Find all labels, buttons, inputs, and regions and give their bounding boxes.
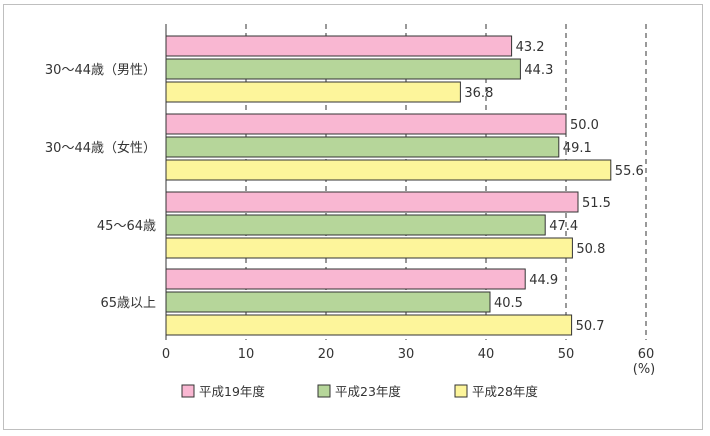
x-axis-ticks: 0 10 20 30 40 50 60 bbox=[162, 347, 654, 362]
bar-2-2 bbox=[165, 136, 560, 158]
x-tick-label-20: 20 bbox=[318, 347, 335, 362]
legend: 平成19年度 平成23年度 平成28年度 bbox=[181, 384, 538, 399]
bar-4-1 bbox=[165, 268, 526, 290]
bar-2-3 bbox=[165, 159, 612, 181]
legend-label-3: 平成28年度 bbox=[472, 384, 538, 399]
data-label-3-2: 47.4 bbox=[549, 219, 578, 234]
bar-1-1 bbox=[165, 35, 513, 57]
bars-layer: 43.2 44.3 36.8 50.0 49.1 55.6 51.5 47.4 50.8 44.9… bbox=[165, 35, 644, 336]
category-label-4: 65歳以上 bbox=[100, 296, 156, 311]
x-tick-label-60: 60 bbox=[638, 347, 655, 362]
bar-3-2 bbox=[165, 214, 546, 236]
bar-2-1 bbox=[165, 113, 567, 135]
data-label-2-2: 49.1 bbox=[563, 141, 592, 156]
legend-swatch-3 bbox=[454, 384, 468, 398]
data-label-3-1: 51.5 bbox=[582, 196, 611, 211]
chart-frame bbox=[3, 4, 703, 430]
x-tick-label-40: 40 bbox=[478, 347, 495, 362]
y-axis: 30～44歳（男性） 30～44歳（女性） 45～64歳 65歳以上 bbox=[45, 24, 167, 340]
legend-swatch-1 bbox=[181, 384, 195, 398]
category-label-3: 45～64歳 bbox=[97, 219, 156, 234]
bar-4-3 bbox=[165, 314, 573, 336]
x-tick-label-10: 10 bbox=[238, 347, 255, 362]
data-label-1-3: 36.8 bbox=[464, 86, 493, 101]
data-label-3-3: 50.8 bbox=[576, 242, 605, 257]
category-label-2: 30～44歳（女性） bbox=[45, 140, 156, 156]
bar-3-1 bbox=[165, 191, 579, 213]
bar-1-3 bbox=[165, 81, 461, 103]
data-label-2-3: 55.6 bbox=[615, 164, 644, 179]
data-label-1-1: 43.2 bbox=[516, 40, 545, 55]
legend-label-2: 平成23年度 bbox=[335, 384, 401, 399]
legend-swatch-2 bbox=[317, 384, 331, 398]
x-tick-label-50: 50 bbox=[558, 347, 575, 362]
data-label-1-2: 44.3 bbox=[524, 63, 553, 78]
category-label-1: 30～44歳（男性） bbox=[45, 63, 156, 78]
bar-3-3 bbox=[165, 237, 573, 259]
data-label-4-1: 44.9 bbox=[529, 273, 558, 288]
bar-1-2 bbox=[165, 58, 521, 80]
x-tick-label-0: 0 bbox=[162, 347, 170, 362]
data-label-2-1: 50.0 bbox=[570, 118, 599, 133]
data-label-4-3: 50.7 bbox=[576, 319, 605, 334]
x-tick-label-30: 30 bbox=[398, 347, 415, 362]
x-axis-unit: (%) bbox=[633, 362, 656, 377]
bar-4-2 bbox=[165, 291, 491, 313]
data-label-4-2: 40.5 bbox=[494, 296, 523, 311]
legend-label-1: 平成19年度 bbox=[199, 384, 265, 399]
